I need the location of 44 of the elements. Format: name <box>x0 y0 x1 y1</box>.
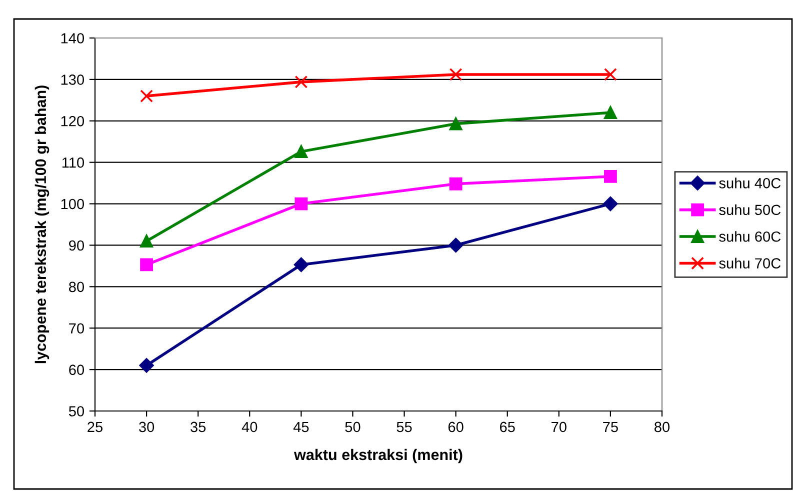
x-tick-label: 60 <box>448 422 464 432</box>
point <box>604 106 617 120</box>
x-tick-label: 30 <box>138 422 154 432</box>
point <box>294 145 308 158</box>
point <box>449 68 462 81</box>
x-tick-label: 75 <box>603 422 618 432</box>
x-tick-label: 80 <box>654 422 670 432</box>
x-axis-title: waktu ekstraksi (menit) <box>294 448 462 464</box>
point <box>449 177 462 190</box>
y-tick-label: 50 <box>68 406 84 416</box>
y-tick-label: 110 <box>62 157 84 168</box>
y-tick-label: 90 <box>69 240 84 251</box>
point <box>604 170 617 183</box>
y-axis-title: lycopene terekstrak (mg/100 gr bahan) <box>34 86 50 364</box>
point <box>604 68 617 81</box>
legend-label: suhu 40C <box>719 178 781 188</box>
y-tick-label: 100 <box>61 198 84 210</box>
y-tick-label: 80 <box>68 282 84 292</box>
y-tick-label: 70 <box>69 323 84 334</box>
y-tick-label: 120 <box>61 116 84 126</box>
point <box>294 257 308 272</box>
y-tick-label: 140 <box>61 33 84 44</box>
point <box>449 117 462 130</box>
y-tick-label: 130 <box>61 74 84 85</box>
x-tick-label: 40 <box>242 422 258 432</box>
point <box>140 258 154 272</box>
y-tick-label: 60 <box>69 364 84 375</box>
legend-label: suhu 70C <box>719 258 781 268</box>
point <box>140 90 154 102</box>
point <box>294 75 308 88</box>
point <box>139 358 154 373</box>
point <box>448 238 464 253</box>
point <box>140 234 154 248</box>
legend-label: suhu 60C <box>719 231 781 242</box>
point <box>294 197 308 210</box>
x-tick-label: 35 <box>190 422 206 432</box>
x-tick-label: 45 <box>293 422 309 432</box>
legend-label: suhu 50C <box>719 204 781 216</box>
x-tick-label: 50 <box>345 422 360 432</box>
x-tick-label: 70 <box>552 422 566 432</box>
x-tick-label: 65 <box>500 422 515 432</box>
point <box>603 196 618 212</box>
x-tick-label: 25 <box>88 422 102 432</box>
x-tick-label: 55 <box>396 422 412 432</box>
